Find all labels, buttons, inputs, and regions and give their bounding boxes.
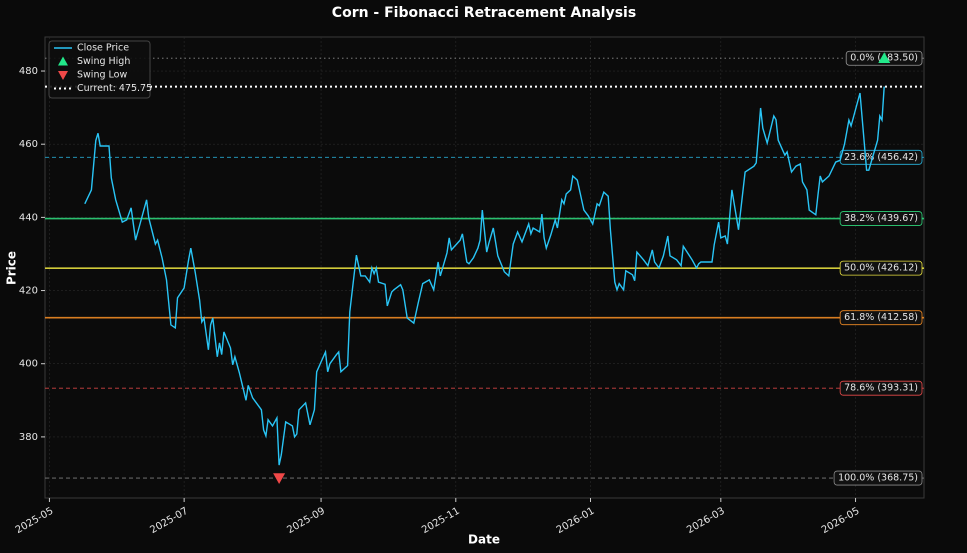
legend-label: Close Price bbox=[77, 43, 129, 54]
y-tick-label: 440 bbox=[19, 212, 38, 223]
fib-label-box bbox=[839, 260, 923, 276]
legend: Close Price Swing High Swing Low Current: 4… bbox=[48, 40, 152, 99]
y-tick-label: 380 bbox=[19, 432, 38, 443]
fib-label: 50.0% (426.12) bbox=[844, 263, 918, 274]
y-tick-label: 420 bbox=[19, 286, 38, 297]
chart-title: Corn - Fibonacci Retracement Analysis bbox=[332, 5, 636, 21]
swing-marker bbox=[878, 52, 891, 64]
fib-label: 61.8% (412.58) bbox=[844, 312, 918, 323]
fib-label: 78.6% (393.31) bbox=[844, 383, 918, 394]
fib-label-box bbox=[839, 310, 923, 326]
y-tick-label: 480 bbox=[19, 66, 38, 77]
fib-label: 38.2% (439.67) bbox=[844, 213, 918, 224]
y-tick-label: 460 bbox=[19, 139, 38, 150]
legend-box bbox=[48, 40, 151, 99]
x-axis-label: Date bbox=[468, 533, 500, 547]
y-tick-label: 400 bbox=[19, 359, 38, 370]
fib-label: 23.6% (456.42) bbox=[844, 152, 918, 163]
legend-label: Swing Low bbox=[77, 70, 127, 81]
fib-label-box bbox=[839, 149, 923, 165]
y-axis-label: Price bbox=[5, 251, 19, 285]
legend-swatch bbox=[58, 56, 68, 66]
legend-label: Current: 475.75 bbox=[77, 83, 152, 94]
fib-label-box bbox=[839, 380, 923, 396]
fib-label-box bbox=[839, 211, 923, 226]
swing-marker bbox=[273, 473, 286, 485]
legend-swatch bbox=[58, 71, 68, 80]
price-line bbox=[84, 86, 885, 466]
fib-label-box bbox=[833, 470, 923, 486]
legend-label: Swing High bbox=[77, 56, 130, 67]
fib-label: 100.0% (368.75) bbox=[838, 473, 918, 484]
